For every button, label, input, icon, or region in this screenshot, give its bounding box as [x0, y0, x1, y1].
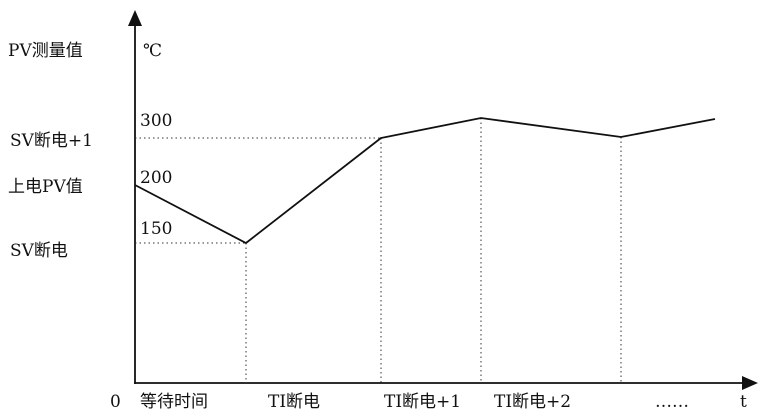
y-value: 300	[140, 111, 172, 131]
x-label: TI断电+2	[494, 392, 571, 412]
x-label: TI断电	[268, 392, 320, 412]
y-label: 上电PV值	[8, 177, 83, 197]
axes	[128, 10, 758, 390]
x-label: 等待时间	[140, 392, 208, 412]
x-label: TI断电+1	[384, 392, 461, 412]
origin: 0	[110, 392, 121, 412]
curve	[134, 117, 716, 245]
y-label: SV断电	[10, 241, 68, 261]
x-end: t	[740, 392, 747, 412]
guides	[135, 118, 622, 383]
y-label: SV断电+1	[10, 131, 93, 151]
y-value: 200	[140, 168, 172, 188]
x-label: ……	[655, 392, 689, 412]
y-title: PV测量值	[8, 41, 83, 61]
y-unit: ℃	[143, 41, 162, 61]
y-value: 150	[140, 219, 172, 239]
